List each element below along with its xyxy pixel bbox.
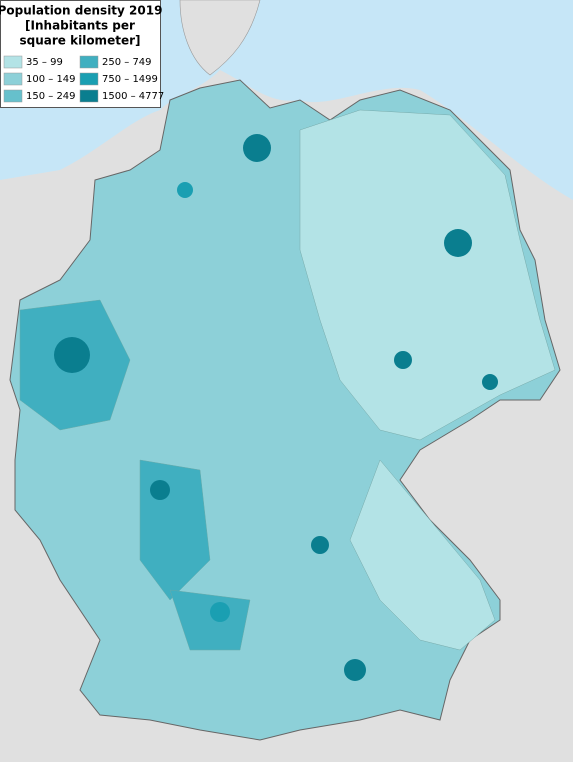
east-region	[299, 109, 556, 441]
legend-title: [Inhabitants per	[25, 19, 135, 33]
legend: Population density 2019 [Inhabitants per…	[0, 4, 164, 103]
legend-label: 1500 – 4777	[102, 91, 164, 102]
stuttgart	[210, 602, 230, 622]
bavaria-east	[349, 459, 496, 651]
legend-swatch	[3, 72, 23, 86]
munich	[344, 659, 366, 681]
ruhr-cities	[54, 337, 90, 373]
legend-swatch	[79, 89, 99, 103]
legend-swatch	[79, 55, 99, 69]
legend-label: 35 – 99	[26, 57, 63, 68]
berlin	[444, 229, 472, 257]
nuremberg	[311, 536, 329, 554]
bremen	[177, 182, 193, 198]
legend-title: Population density 2019	[0, 4, 162, 18]
legend-swatch	[3, 89, 23, 103]
legend-title: square kilometer]	[20, 34, 141, 48]
legend-label: 150 – 249	[26, 91, 76, 102]
hamburg	[243, 134, 271, 162]
legend-label: 750 – 1499	[102, 74, 158, 85]
legend-box	[0, 0, 161, 108]
leipzig	[394, 351, 412, 369]
legend-label: 100 – 149	[26, 74, 76, 85]
legend-label: 250 – 749	[102, 57, 152, 68]
denmark	[179, 0, 261, 76]
dresden	[482, 374, 498, 390]
stuttgart-region	[169, 589, 251, 651]
legend-swatch	[3, 55, 23, 69]
frankfurt	[150, 480, 170, 500]
legend-swatch	[79, 72, 99, 86]
